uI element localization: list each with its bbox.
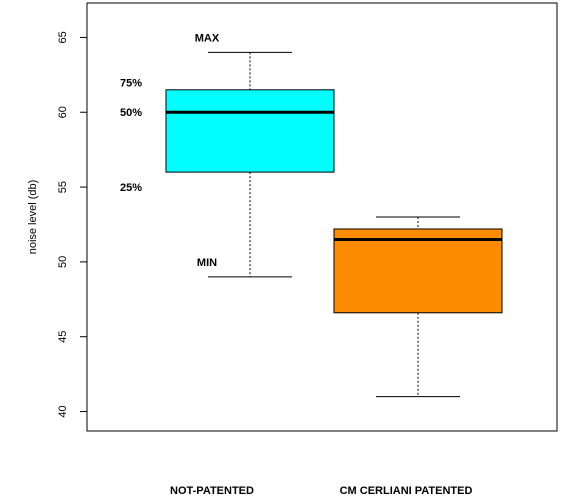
y-tick-label-55: 55 [57,181,69,193]
not-patented-box [165,89,335,173]
annotation-25pct: 25% [120,182,142,194]
cm-cerliani-patented-box [333,228,503,314]
annotation-min: MIN [197,257,217,269]
x-category-labels: NOT-PATENTED CM CERLIANI PATENTED [170,485,472,497]
y-axis-label: noise level (db) [27,180,39,255]
annotation-75pct: 75% [120,77,142,89]
y-tick-label-60: 60 [57,106,69,118]
y-tick-label-40: 40 [57,405,69,417]
y-tick-label-65: 65 [57,31,69,43]
annotations: MAX 75% 50% 25% MIN [120,32,220,268]
x-category-label-1: CM CERLIANI PATENTED [340,485,473,497]
plot-frame [86,2,558,432]
y-tick-label-45: 45 [57,331,69,343]
x-category-label-0: NOT-PATENTED [170,485,254,497]
annotation-max: MAX [195,32,220,44]
annotation-50pct: 50% [120,107,142,119]
boxes [165,51,503,398]
y-tick-label-50: 50 [57,256,69,268]
y-axis: 40 45 50 55 60 65 [57,31,88,418]
